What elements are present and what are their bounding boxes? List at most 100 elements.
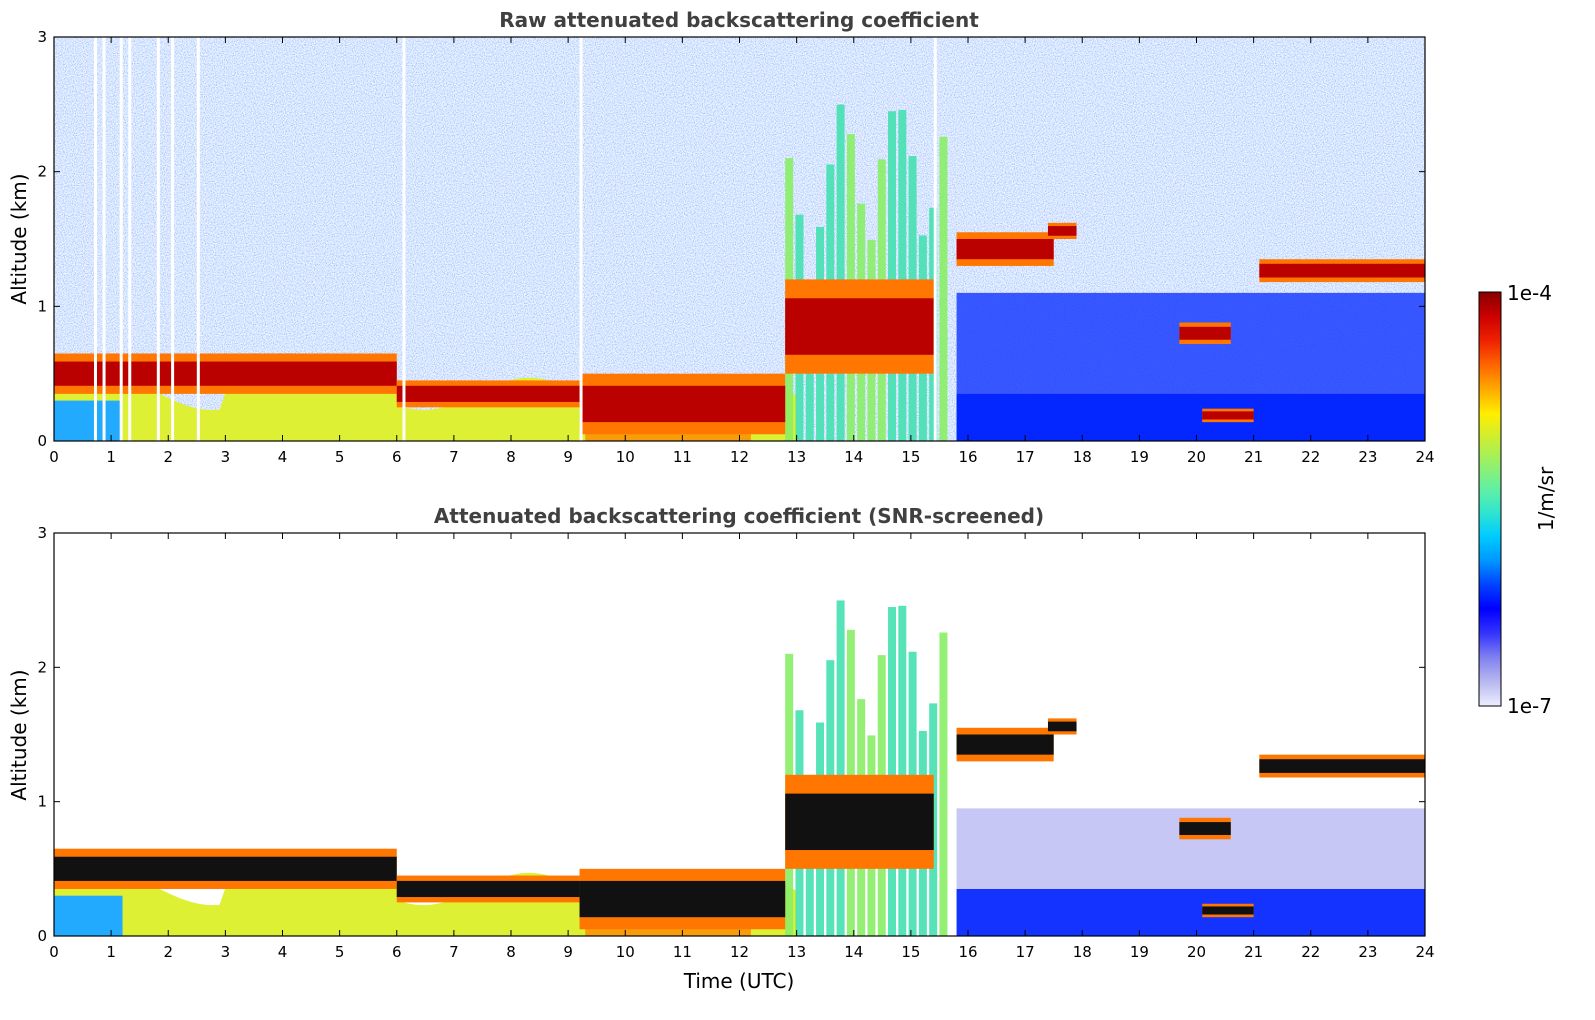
x-tick-label: 5: [335, 448, 345, 466]
x-tick-label: 18: [1073, 943, 1092, 961]
x-tick-label: 22: [1301, 943, 1320, 961]
x-tick-label: 13: [787, 448, 806, 466]
cloud-layer-core: [54, 856, 397, 881]
x-tick-label: 8: [506, 943, 516, 961]
x-tick-label: 2: [163, 448, 173, 466]
x-tick-label: 14: [844, 943, 863, 961]
cloud-layer-core: [956, 239, 1054, 260]
panel-raw: Raw attenuated backscattering coefficien…: [7, 8, 1435, 466]
x-axis: 0 1 2 3 4 5 6 7 8 9 10 11 12 13 14 15 16 17 18 19 20 21 22 23 24: [49, 533, 1435, 961]
cloud-layer-core: [1259, 263, 1425, 278]
cloud-layer-core: [1259, 759, 1425, 773]
data-gap: [171, 37, 175, 441]
cloud-layer-core: [785, 793, 934, 851]
cloud-layer-core: [785, 298, 934, 355]
x-tick-label: 21: [1244, 448, 1263, 466]
x-tick-label: 0: [49, 448, 59, 466]
convective-column: [888, 607, 897, 936]
x-tick-label: 0: [49, 943, 59, 961]
x-tick-label: 16: [958, 448, 977, 466]
x-tick-label: 19: [1130, 943, 1149, 961]
x-tick-label: 4: [278, 943, 288, 961]
x-tick-label: 20: [1187, 448, 1206, 466]
backscatter-field: [54, 600, 1425, 936]
y-axis: 0 1 2 3: [37, 524, 1425, 945]
data-gap: [933, 37, 937, 441]
data-gap: [102, 37, 106, 441]
x-tick-label: 16: [958, 943, 977, 961]
x-tick-label: 12: [730, 448, 749, 466]
x-tick-label: 3: [221, 943, 231, 961]
colorbar-min-label: 1e-7: [1507, 694, 1552, 718]
cloud-layer-core: [396, 385, 580, 402]
panel-screened: Attenuated backscattering coefficient (S…: [7, 504, 1435, 993]
cloud-layer-core: [54, 361, 397, 386]
data-gap: [119, 37, 123, 441]
colorbar-gradient: [1479, 292, 1501, 706]
y-tick-label: 0: [37, 927, 47, 945]
y-tick-label: 0: [37, 432, 47, 450]
x-tick-label: 7: [449, 943, 459, 961]
cloud-layer-core: [579, 880, 786, 918]
data-gap: [156, 37, 160, 441]
convective-column: [898, 605, 907, 936]
x-tick-label: 24: [1415, 448, 1434, 466]
x-tick-label: 18: [1073, 448, 1092, 466]
data-gap: [579, 37, 583, 441]
cloud-layer-core: [1047, 721, 1077, 732]
x-tick-label: 4: [278, 448, 288, 466]
chart-title: Attenuated backscattering coefficient (S…: [434, 504, 1044, 528]
cloud-layer-core: [1179, 822, 1231, 835]
y-tick-label: 2: [37, 163, 47, 181]
x-tick-label: 17: [1016, 448, 1035, 466]
x-axis: 0 1 2 3 4 5 6 7 8 9 10 11 12 13 14 15 16 17 18 19 20 21 22 23 24: [49, 37, 1435, 466]
x-tick-label: 21: [1244, 943, 1263, 961]
x-tick-label: 1: [106, 448, 116, 466]
x-tick-label: 10: [616, 943, 635, 961]
surface-layer: [54, 895, 123, 936]
x-tick-label: 2: [163, 943, 173, 961]
x-tick-label: 5: [335, 943, 345, 961]
x-tick-label: 15: [901, 448, 920, 466]
y-tick-label: 3: [37, 524, 47, 542]
convective-column: [888, 111, 897, 441]
x-tick-label: 19: [1130, 448, 1149, 466]
cloud-layer-core: [1202, 906, 1254, 915]
x-tick-label: 17: [1016, 943, 1035, 961]
x-tick-label: 23: [1358, 943, 1377, 961]
cloud-layer-core: [396, 880, 580, 898]
lower-residual-layer: [956, 393, 1425, 441]
x-tick-label: 24: [1415, 943, 1434, 961]
x-tick-label: 3: [221, 448, 231, 466]
lower-residual-layer: [956, 888, 1425, 936]
x-axis-label: Time (UTC): [683, 969, 795, 993]
x-tick-label: 23: [1358, 448, 1377, 466]
y-tick-label: 3: [37, 28, 47, 46]
x-tick-label: 11: [673, 448, 692, 466]
x-tick-label: 11: [673, 943, 692, 961]
convective-column: [836, 600, 845, 936]
y-tick-label: 1: [37, 297, 47, 315]
data-gap: [402, 37, 406, 441]
x-tick-label: 7: [449, 448, 459, 466]
colorbar-frame: [1478, 291, 1502, 707]
convective-column: [836, 104, 845, 441]
colorbar-unit-label: 1/m/sr: [1534, 466, 1558, 531]
convective-column: [939, 632, 948, 936]
x-tick-label: 6: [392, 943, 402, 961]
convective-column: [898, 109, 907, 441]
x-tick-label: 12: [730, 943, 749, 961]
cloud-layer-core: [1202, 411, 1254, 420]
x-tick-label: 14: [844, 448, 863, 466]
x-tick-label: 22: [1301, 448, 1320, 466]
cloud-layer-core: [1047, 226, 1077, 236]
colorbar: 1e-4 1e-7 1/m/sr: [1478, 281, 1558, 718]
cloud-layer-core: [1179, 326, 1231, 340]
x-tick-label: 15: [901, 943, 920, 961]
chart-title: Raw attenuated backscattering coefficien…: [499, 8, 979, 32]
x-tick-label: 6: [392, 448, 402, 466]
y-axis: 0 1 2 3: [37, 28, 1425, 450]
x-tick-label: 1: [106, 943, 116, 961]
data-gap: [128, 37, 132, 441]
